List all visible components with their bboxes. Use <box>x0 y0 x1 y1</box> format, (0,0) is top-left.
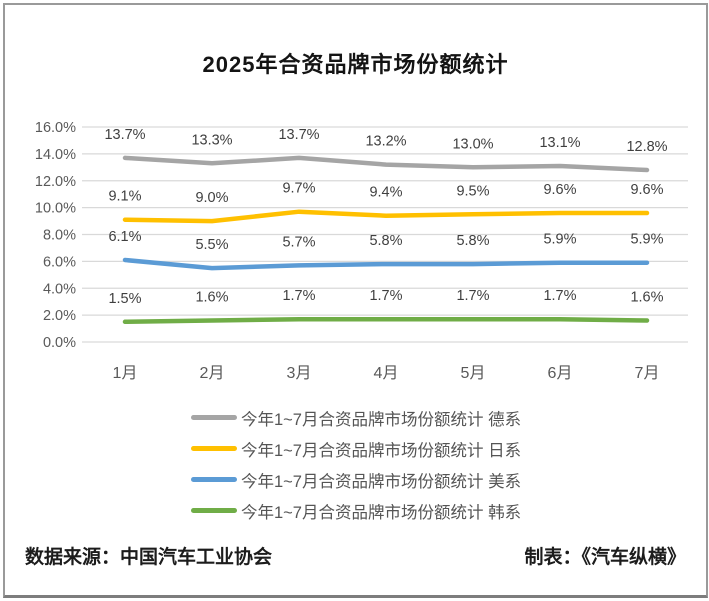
data-label-日系: 9.1% <box>108 189 141 205</box>
x-axis-tick-label: 1月 <box>113 365 138 382</box>
x-axis-tick-label: 6月 <box>548 365 573 382</box>
y-axis-tick-label: 6.0% <box>43 254 76 270</box>
legend-item-日系: 今年1~7月合资品牌市场份额统计 日系 <box>191 433 521 464</box>
data-label-德系: 13.3% <box>191 132 232 148</box>
legend-line-swatch-美系 <box>191 477 237 482</box>
y-axis-tick-label: 12.0% <box>35 174 76 190</box>
data-label-韩系: 1.7% <box>543 288 576 304</box>
chart-card: 0.0% 2.0% 4.0% 6.0% 8.0% 10.0% 12.0% 14.0% 16.0%… <box>3 3 708 598</box>
data-label-日系: 9.4% <box>369 185 402 201</box>
x-axis-tick-label: 7月 <box>635 365 660 382</box>
series-line-德系 <box>122 155 650 173</box>
legend-label: 今年1~7月合资品牌市场份额统计 德系 <box>241 410 522 429</box>
y-axis-tick-label: 2.0% <box>43 308 76 324</box>
data-label-韩系: 1.7% <box>369 288 402 304</box>
chart-footer: 数据来源：中国汽车工业协会 制表：《汽车纵横》 <box>5 542 706 569</box>
legend-item-美系: 今年1~7月合资品牌市场份额统计 美系 <box>191 464 521 495</box>
data-label-美系: 5.9% <box>543 232 576 248</box>
data-label-德系: 13.7% <box>104 127 145 143</box>
y-axis-tick-label: 4.0% <box>43 281 76 297</box>
chart-legend: 今年1~7月合资品牌市场份额统计 德系 今年1~7月合资品牌市场份额统计 日系 今年… <box>191 402 521 526</box>
y-axis-tick-label: 16.0% <box>35 120 76 136</box>
y-axis-tick-label: 0.0% <box>43 335 76 351</box>
data-label-美系: 6.1% <box>108 229 141 245</box>
series-line-日系 <box>122 209 650 224</box>
data-label-德系: 13.0% <box>452 136 493 152</box>
data-label-德系: 13.1% <box>539 135 580 151</box>
data-label-日系: 9.0% <box>195 190 228 206</box>
x-axis-tick-label: 4月 <box>374 365 399 382</box>
legend-line-swatch-日系 <box>191 446 237 451</box>
legend-line-swatch-德系 <box>191 415 237 420</box>
data-label-日系: 9.6% <box>630 182 663 198</box>
legend-line-swatch-韩系 <box>191 508 237 513</box>
legend-item-德系: 今年1~7月合资品牌市场份额统计 德系 <box>191 402 521 433</box>
data-label-美系: 5.9% <box>630 232 663 248</box>
data-label-德系: 12.8% <box>626 139 667 155</box>
legend-item-韩系: 今年1~7月合资品牌市场份额统计 韩系 <box>191 495 521 526</box>
data-label-韩系: 1.5% <box>108 291 141 307</box>
x-axis-tick-label: 3月 <box>287 365 312 382</box>
data-label-德系: 13.7% <box>278 127 319 143</box>
legend-label: 今年1~7月合资品牌市场份额统计 美系 <box>241 472 522 491</box>
data-label-日系: 9.6% <box>543 182 576 198</box>
data-source-text: 数据来源：中国汽车工业协会 <box>25 546 273 568</box>
data-label-美系: 5.8% <box>456 233 489 249</box>
legend-label: 今年1~7月合资品牌市场份额统计 韩系 <box>241 503 522 522</box>
y-axis-tick-label: 10.0% <box>35 201 76 217</box>
data-label-韩系: 1.6% <box>195 290 228 306</box>
legend-label: 今年1~7月合资品牌市场份额统计 日系 <box>241 441 522 460</box>
x-axis-tick-label: 2月 <box>200 365 225 382</box>
chart-title: 2025年合资品牌市场份额统计 <box>202 52 509 77</box>
line-chart-plot: 0.0% 2.0% 4.0% 6.0% 8.0% 10.0% 12.0% 14.0% 16.0%… <box>35 120 688 382</box>
data-label-韩系: 1.7% <box>282 288 315 304</box>
data-label-德系: 13.2% <box>365 134 406 150</box>
x-axis-tick-label: 5月 <box>461 365 486 382</box>
credit-text: 制表：《汽车纵横》 <box>524 546 686 568</box>
y-axis-tick-label: 14.0% <box>35 147 76 163</box>
series-line-韩系 <box>122 316 650 325</box>
data-label-美系: 5.8% <box>369 233 402 249</box>
data-label-韩系: 1.7% <box>456 288 489 304</box>
data-label-日系: 9.5% <box>456 183 489 199</box>
data-label-日系: 9.7% <box>282 181 315 197</box>
y-axis-tick-label: 8.0% <box>43 228 76 244</box>
data-label-美系: 5.7% <box>282 234 315 250</box>
data-label-韩系: 1.6% <box>630 290 663 306</box>
data-label-美系: 5.5% <box>195 237 228 253</box>
series-line-美系 <box>122 257 650 271</box>
